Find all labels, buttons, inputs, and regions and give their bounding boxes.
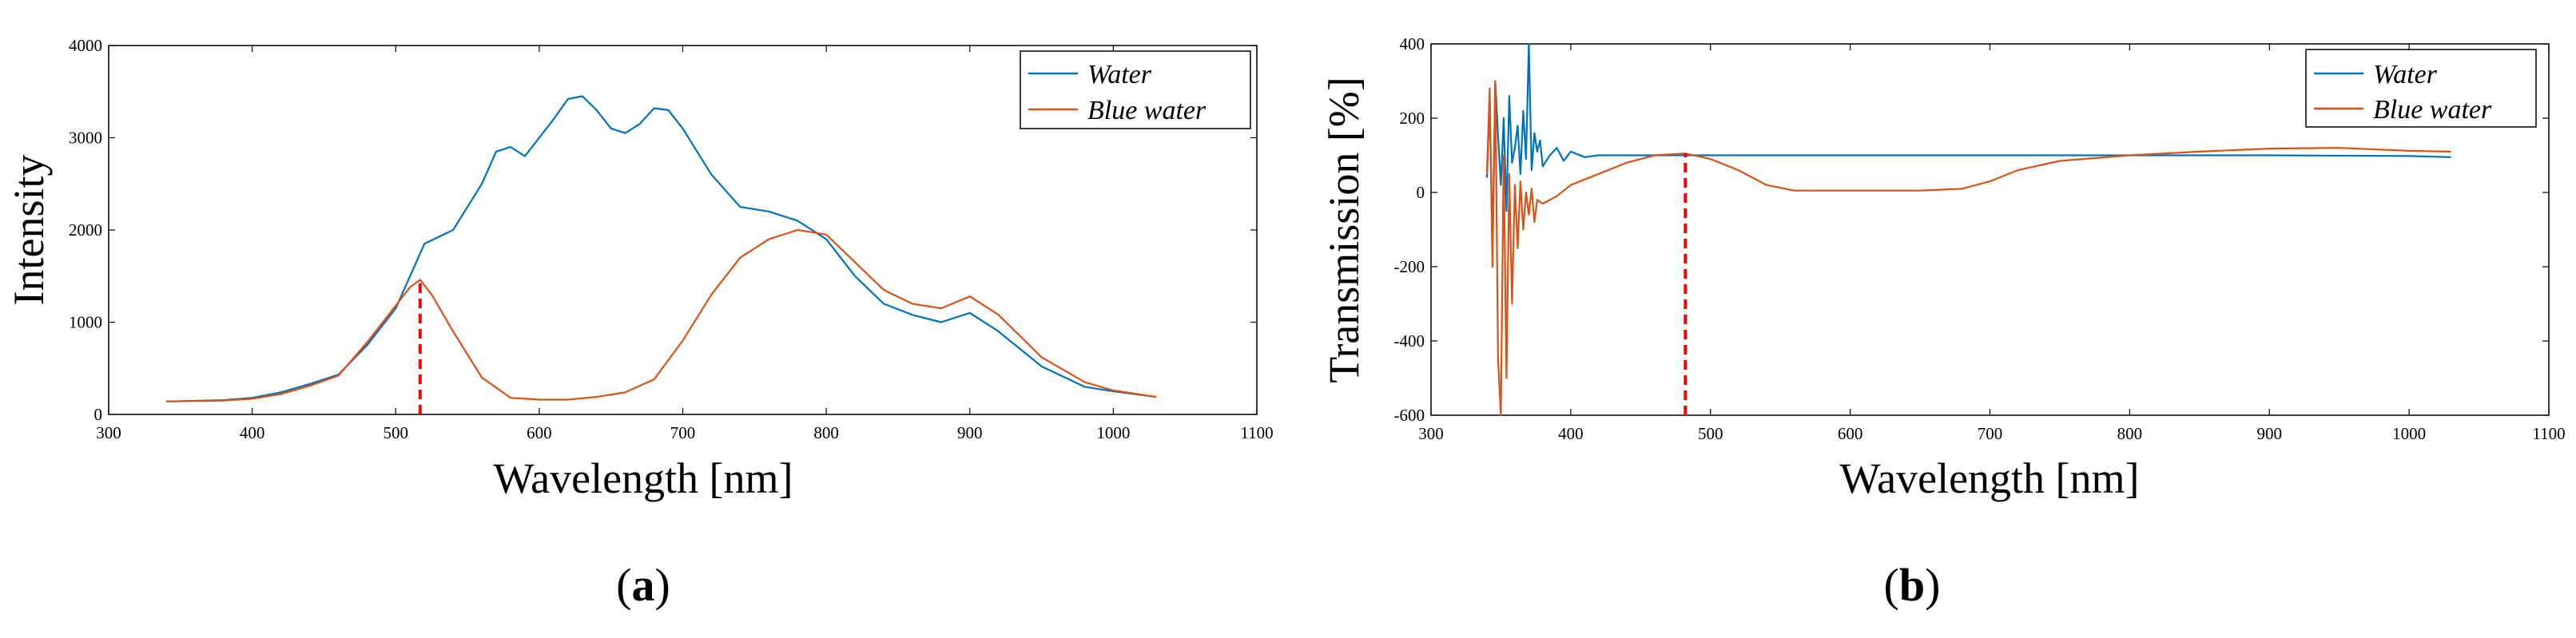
legend-b: Water Blue water [2305,49,2537,128]
panel-label-a: (a) [616,559,670,611]
x-tick-label: 1100 [1240,423,1273,442]
legend-box-b [2305,49,2537,128]
x-tick-label: 400 [1558,424,1584,443]
y-tick-label: 400 [1400,34,1425,53]
series-line-water [165,95,1157,402]
series-group-b [1485,42,2451,417]
x-tick-label: 300 [1418,424,1444,443]
x-tick-label: 900 [2257,424,2283,443]
legend-label-water-a: Water [1087,60,1152,89]
legend-a: Water Blue water [1020,50,1251,129]
axis-ticks-a: 300 400 500 600 700 800 900 1000 1100 0 1000 2000 30… [69,36,1274,442]
x-tick-label: 600 [527,423,552,442]
y-tick-label: 1000 [69,313,102,332]
legend-box-a [1020,50,1251,129]
y-tick-label: 3000 [69,129,102,148]
x-tick-label: 1000 [1096,423,1130,442]
x-tick-label: 300 [96,423,121,442]
x-tick-label: 500 [1698,424,1723,443]
panel-a-intensity-chart: 300 400 500 600 700 800 900 1000 1100 0 1000 2000 30… [5,36,1274,611]
panel-b-transmission-chart: 300 400 500 600 700 800 900 1000 1100 -600 -400 -20… [1320,34,2566,611]
x-axis-title-a: Wavelength [nm] [493,454,793,502]
x-tick-label: 800 [2117,424,2143,443]
axis-ticks-b: 300 400 500 600 700 800 900 1000 1100 -600 -400 -20… [1394,34,2566,443]
x-tick-label: 800 [813,423,839,442]
x-tick-label: 600 [1838,424,1863,443]
x-tick-label: 1100 [2532,424,2565,443]
x-tick-label: 1000 [2392,424,2426,443]
legend-label-blue-water-b: Blue water [2373,95,2492,125]
series-line-blue-water [165,228,1157,402]
x-axis-title-b: Wavelength [nm] [1839,454,2139,502]
x-tick-label: 700 [670,423,696,442]
panel-label-b: (b) [1884,559,1941,611]
y-tick-label: -400 [1394,331,1425,351]
x-tick-label: 700 [1978,424,2003,443]
y-tick-label: 2000 [69,220,102,240]
legend-label-blue-water-a: Blue water [1087,96,1207,125]
y-axis-title-a: Intensity [5,155,53,306]
series-line-water [1485,42,2451,249]
series-group-a [165,95,1157,402]
y-tick-label: 4000 [69,36,102,55]
x-tick-label: 400 [240,423,265,442]
y-tick-label: 0 [1417,183,1425,202]
y-tick-label: 200 [1400,109,1425,128]
series-line-blue-water [1485,80,2451,417]
y-tick-label: 0 [94,405,103,424]
legend-label-water-b: Water [2373,60,2438,89]
x-tick-label: 500 [384,423,409,442]
y-tick-label: -200 [1394,257,1425,276]
y-tick-label: -600 [1394,406,1425,425]
x-tick-label: 900 [957,423,983,442]
y-axis-title-b: Transmission [%] [1320,77,1368,383]
